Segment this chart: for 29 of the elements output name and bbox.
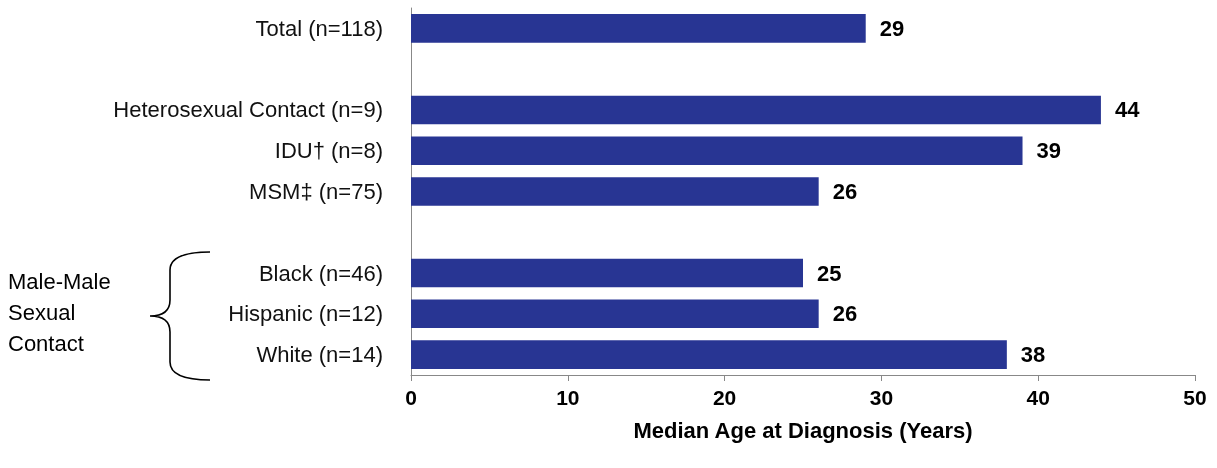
y-tick-label: Heterosexual Contact (n=9) xyxy=(113,97,383,123)
x-axis-title: Median Age at Diagnosis (Years) xyxy=(633,417,973,443)
x-tick-label: 0 xyxy=(405,386,417,409)
bar xyxy=(411,14,866,43)
x-tick-label: 50 xyxy=(1183,386,1207,409)
bar xyxy=(411,95,1101,125)
y-tick-label: Black (n=46) xyxy=(258,260,383,286)
bar xyxy=(411,177,819,206)
y-tick-label: IDU† (n=8) xyxy=(274,138,383,164)
bar xyxy=(411,136,1023,165)
data-label: 38 xyxy=(1020,342,1046,368)
x-tick-label: 20 xyxy=(712,386,737,409)
data-label: 26 xyxy=(832,179,858,204)
text: Male-Male Sexual Contact xyxy=(8,268,112,358)
x-tick-label: 40 xyxy=(1026,386,1050,409)
data-label: 44 xyxy=(1114,97,1141,123)
y-tick-label: Hispanic (n=12) xyxy=(228,301,383,327)
x-tick-label: 10 xyxy=(556,386,580,409)
data-label: 29 xyxy=(879,15,905,41)
x-tick-label: 30 xyxy=(869,386,894,409)
bar xyxy=(411,258,803,288)
data-label: 26 xyxy=(832,301,858,327)
data-label: 39 xyxy=(1036,138,1061,164)
y-tick-label: White (n=14) xyxy=(256,342,383,368)
data-label: 25 xyxy=(817,260,842,286)
bar xyxy=(411,299,819,329)
bar xyxy=(411,340,1007,369)
y-tick-label: MSM‡ (n=75) xyxy=(249,179,383,204)
y-tick-label: Total (n=118) xyxy=(255,15,383,41)
